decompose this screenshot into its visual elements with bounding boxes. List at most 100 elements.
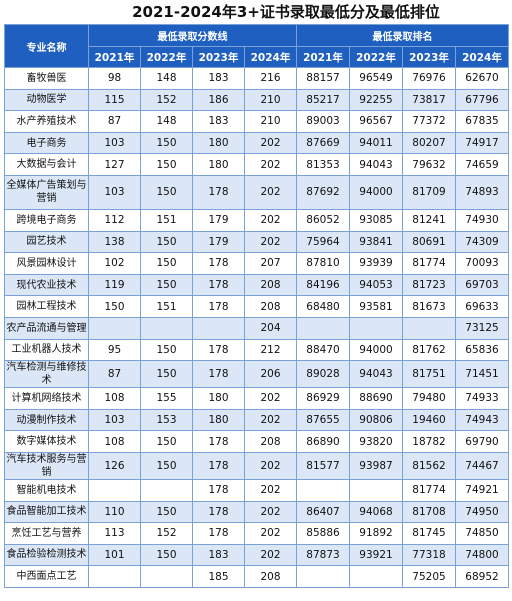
- table-row: 智能机电技术 178 202 81774 74921: [4, 478, 509, 502]
- min-rank-cell: [296, 565, 350, 588]
- table-row: 数字媒体技术 108 150 178 208 86890 93820 18782 69790: [4, 430, 509, 453]
- min-score-cell: 151: [140, 295, 193, 318]
- min-score-cell: 101: [88, 543, 141, 567]
- min-score-cell: 108: [88, 387, 141, 410]
- min-score-cell: 186: [192, 88, 245, 112]
- min-score-cell: 150: [140, 131, 193, 155]
- min-score-cell: 126: [88, 451, 141, 480]
- min-score-cell: [88, 478, 141, 502]
- min-rank-cell: 81673: [402, 295, 456, 318]
- major-name-cell: 汽车检测与维修技术: [4, 360, 89, 389]
- rank-year-header: 2021年: [296, 46, 350, 68]
- min-score-cell: 98: [88, 67, 141, 90]
- min-score-cell: 179: [192, 230, 245, 254]
- min-rank-cell: 87692: [296, 174, 350, 210]
- min-rank-cell: 88690: [349, 387, 403, 410]
- min-score-cell: 208: [244, 430, 297, 453]
- table-row: 食品智能加工技术 110 150 178 202 86407 94068 81708 74950: [4, 500, 509, 524]
- table-row: 水产养殖技术 87 148 183 210 89003 96567 77372 67835: [4, 110, 509, 133]
- min-rank-cell: 74467: [455, 451, 509, 480]
- min-rank-cell: 93939: [349, 252, 403, 275]
- min-rank-cell: 75964: [296, 230, 350, 254]
- min-rank-cell: 89003: [296, 110, 350, 133]
- min-rank-cell: 19460: [402, 408, 456, 432]
- table-row: 工业机器人技术 95 150 178 212 88470 94000 81762 65836: [4, 338, 509, 362]
- table-row: 动漫制作技术 103 153 180 202 87655 90806 19460 74943: [4, 408, 509, 432]
- min-score-cell: 207: [244, 252, 297, 275]
- min-rank-cell: 96567: [349, 110, 403, 133]
- table-row: 电子商务 103 150 180 202 87669 94011 80207 74917: [4, 131, 509, 155]
- min-rank-cell: 81723: [402, 273, 456, 297]
- major-name-cell: 中西面点工艺: [4, 565, 89, 588]
- min-score-cell: 202: [244, 131, 297, 155]
- rank-year-header: 2023年: [402, 46, 456, 68]
- min-score-cell: 103: [88, 174, 141, 210]
- min-score-cell: 202: [244, 387, 297, 410]
- min-score-cell: 185: [192, 565, 245, 588]
- table-row: 园艺技术 138 150 179 202 75964 93841 80691 74309: [4, 230, 509, 254]
- major-name-cell: 现代农业技术: [4, 273, 89, 297]
- min-rank-cell: 74917: [455, 131, 509, 155]
- table-row: 园林工程技术 150 151 178 208 68480 93581 81673 69633: [4, 295, 509, 318]
- min-rank-cell: 74921: [455, 478, 509, 502]
- min-score-cell: 202: [244, 478, 297, 502]
- min-score-cell: 208: [244, 273, 297, 297]
- min-score-cell: 204: [244, 316, 297, 340]
- min-score-cell: 202: [244, 451, 297, 480]
- table-row: 全媒体广告策划与营销 103 150 178 202 87692 94000 81709 748…: [4, 174, 509, 210]
- min-rank-cell: 65836: [455, 338, 509, 362]
- min-rank-cell: 77318: [402, 543, 456, 567]
- min-rank-cell: 87655: [296, 408, 350, 432]
- major-name-cell: 计算机网络技术: [4, 387, 89, 410]
- min-score-cell: [88, 565, 141, 588]
- table-row: 动物医学 115 152 186 210 85217 92255 73817 67796: [4, 88, 509, 112]
- table-row: 畜牧兽医 98 148 183 216 88157 96549 76976 62670: [4, 67, 509, 90]
- min-score-cell: 95: [88, 338, 141, 362]
- table-row: 烹饪工艺与营养 113 152 178 202 85886 91892 81745 74850: [4, 522, 509, 545]
- major-name-cell: 食品检验检测技术: [4, 543, 89, 567]
- min-score-cell: 178: [192, 273, 245, 297]
- min-score-cell: 178: [192, 295, 245, 318]
- min-score-cell: [140, 565, 193, 588]
- min-score-cell: 103: [88, 131, 141, 155]
- major-name-cell: 电子商务: [4, 131, 89, 155]
- min-rank-cell: 70093: [455, 252, 509, 275]
- major-name-cell: 风景园林设计: [4, 252, 89, 275]
- min-rank-cell: 93921: [349, 543, 403, 567]
- min-rank-cell: [402, 316, 456, 340]
- min-rank-cell: 77372: [402, 110, 456, 133]
- min-rank-cell: 89028: [296, 360, 350, 389]
- min-rank-cell: 93820: [349, 430, 403, 453]
- min-score-cell: 202: [244, 208, 297, 232]
- major-name-cell: 汽车技术服务与营销: [4, 451, 89, 480]
- min-score-cell: 178: [192, 522, 245, 545]
- min-rank-cell: 74943: [455, 408, 509, 432]
- min-rank-cell: 67796: [455, 88, 509, 112]
- min-rank-cell: 74659: [455, 153, 509, 176]
- min-score-cell: 208: [244, 565, 297, 588]
- min-rank-cell: 69790: [455, 430, 509, 453]
- min-score-cell: [140, 478, 193, 502]
- min-rank-cell: 69703: [455, 273, 509, 297]
- min-rank-cell: 86929: [296, 387, 350, 410]
- min-score-cell: 151: [140, 208, 193, 232]
- min-score-cell: 150: [140, 360, 193, 389]
- min-score-cell: 150: [140, 273, 193, 297]
- min-rank-cell: 81774: [402, 478, 456, 502]
- min-rank-cell: 67835: [455, 110, 509, 133]
- min-rank-cell: 87810: [296, 252, 350, 275]
- min-score-cell: 127: [88, 153, 141, 176]
- min-score-cell: 150: [140, 174, 193, 210]
- min-score-cell: 178: [192, 174, 245, 210]
- major-name-cell: 动物医学: [4, 88, 89, 112]
- min-score-cell: 180: [192, 153, 245, 176]
- min-score-cell: [88, 316, 141, 340]
- page-title: 2021-2024年3+证书录取最低分及最低排位: [132, 3, 440, 21]
- min-score-cell: 216: [244, 67, 297, 90]
- min-rank-cell: 74850: [455, 522, 509, 545]
- min-rank-cell: 74893: [455, 174, 509, 210]
- min-rank-group-header: 最低录取排名: [296, 24, 509, 47]
- min-score-cell: 153: [140, 408, 193, 432]
- min-score-cell: 208: [244, 295, 297, 318]
- min-rank-cell: 96549: [349, 67, 403, 90]
